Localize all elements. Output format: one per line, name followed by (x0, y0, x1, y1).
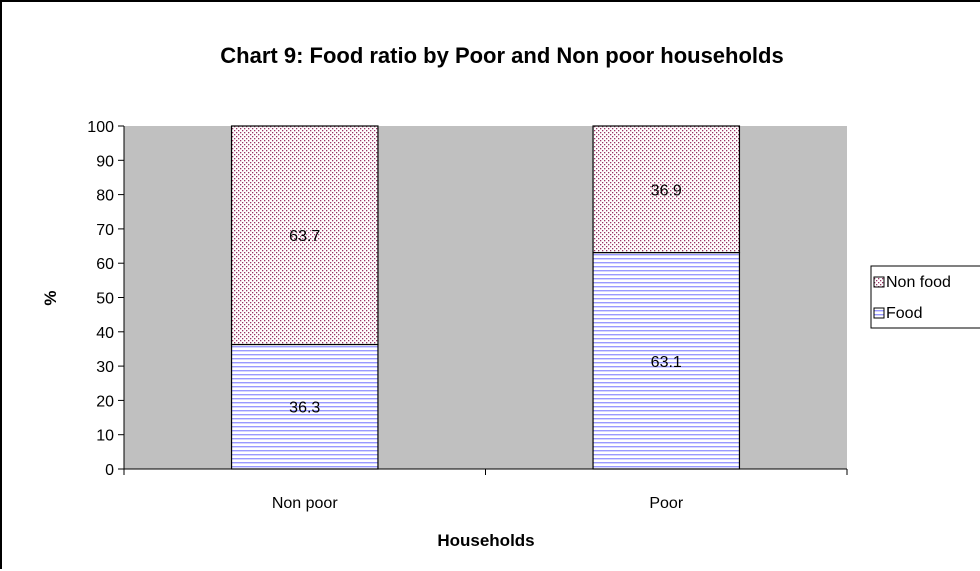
data-label: 36.9 (651, 182, 682, 199)
x-tick-label: Non poor (272, 495, 338, 512)
y-axis-title: % (41, 290, 60, 305)
legend-label-non-food: Non food (886, 274, 951, 291)
y-tick-label: 60 (96, 256, 114, 273)
bar-food (592, 251, 741, 470)
data-label: 63.7 (289, 228, 320, 245)
legend: Non food Food (870, 265, 980, 329)
legend-swatch-food (873, 307, 885, 319)
y-tick-label: 0 (105, 462, 114, 479)
x-axis: Non poor Poor (123, 468, 848, 512)
legend-items: Non food Food (873, 274, 951, 322)
y-tick-label: 20 (96, 393, 114, 410)
data-labels-group: 36.3 63.7 63.1 36.9 (289, 182, 682, 416)
y-tick-label: 80 (96, 188, 114, 205)
y-tick-label: 10 (96, 428, 114, 445)
y-axis: 0 10 20 30 40 50 60 70 80 90 100 (87, 119, 125, 479)
legend-swatch-non-food (873, 276, 885, 288)
y-tick-label: 30 (96, 359, 114, 376)
legend-box (870, 265, 980, 329)
y-tick-label: 50 (96, 291, 114, 308)
bars-group (230, 125, 741, 470)
x-tick-label: Poor (649, 495, 683, 512)
bar-non-food (592, 125, 741, 254)
data-label: 36.3 (289, 400, 320, 417)
x-axis-title: Households (437, 531, 534, 550)
legend-label-food: Food (886, 305, 922, 322)
data-label: 63.1 (651, 354, 682, 371)
bar-non-food (230, 125, 379, 346)
chart-title: Chart 9: Food ratio by Poor and Non poor… (220, 43, 783, 68)
y-tick-label: 90 (96, 153, 114, 170)
y-tick-label: 100 (87, 119, 114, 136)
y-tick-label: 40 (96, 325, 114, 342)
y-tick-label: 70 (96, 222, 114, 239)
